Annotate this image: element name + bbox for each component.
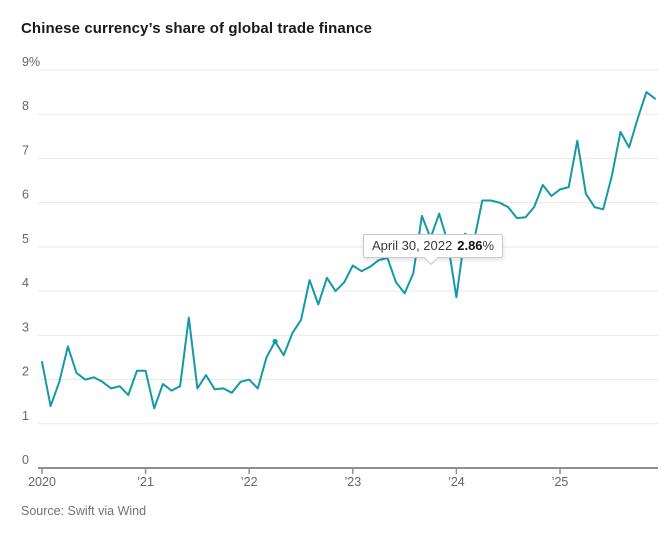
x-axis-label: 2020 (28, 475, 56, 489)
y-axis-label: 3 (22, 320, 29, 334)
x-axis-label: ’24 (448, 475, 465, 489)
tooltip: April 30, 2022 2.86% (363, 234, 504, 265)
x-axis-label: ’21 (137, 475, 154, 489)
x-axis-label: ’22 (241, 475, 258, 489)
tooltip-date: April 30, 2022 (372, 238, 453, 253)
chart-title: Chinese currency’s share of global trade… (21, 20, 373, 37)
y-axis-label: 6 (22, 188, 29, 202)
y-axis-label: 2 (22, 365, 29, 379)
y-axis-label: 8 (22, 99, 29, 113)
source-note: Source: Swift via Wind (21, 504, 147, 518)
y-axis-label: 0 (22, 453, 29, 467)
y-axis-label: 1 (22, 409, 29, 423)
tooltip-value: 2.86 (457, 238, 483, 253)
tooltip-unit: % (482, 238, 495, 253)
hovered-point-marker[interactable] (272, 338, 278, 345)
trend-line[interactable] (41, 91, 656, 410)
y-axis-label: 9% (22, 55, 40, 69)
y-axis-label: 5 (22, 232, 29, 246)
y-axis-label: 7 (22, 143, 29, 157)
x-axis-label: ’23 (344, 475, 361, 489)
x-axis-label: ’25 (552, 475, 569, 489)
y-axis-label: 4 (22, 276, 29, 290)
